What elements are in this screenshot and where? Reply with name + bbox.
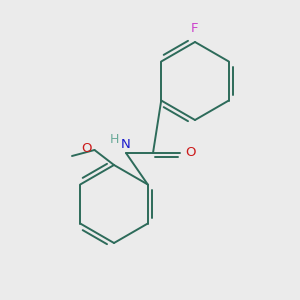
Text: N: N [121,138,131,151]
Text: O: O [82,142,92,155]
Text: H: H [110,134,119,146]
Text: O: O [185,146,196,160]
Text: F: F [191,22,199,35]
